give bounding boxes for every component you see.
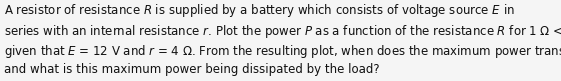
Text: A resistor of resistance $R$ is supplied by a battery which consists of voltage : A resistor of resistance $R$ is supplied… xyxy=(4,2,516,19)
Text: given that $E$ = 12 V and $r$ = 4 $\Omega$. From the resulting plot, when does t: given that $E$ = 12 V and $r$ = 4 $\Omeg… xyxy=(4,43,561,60)
Text: series with an internal resistance $r$. Plot the power $P$ as a function of the : series with an internal resistance $r$. … xyxy=(4,23,561,40)
Text: and what is this maximum power being dissipated by the load?: and what is this maximum power being dis… xyxy=(4,63,380,76)
